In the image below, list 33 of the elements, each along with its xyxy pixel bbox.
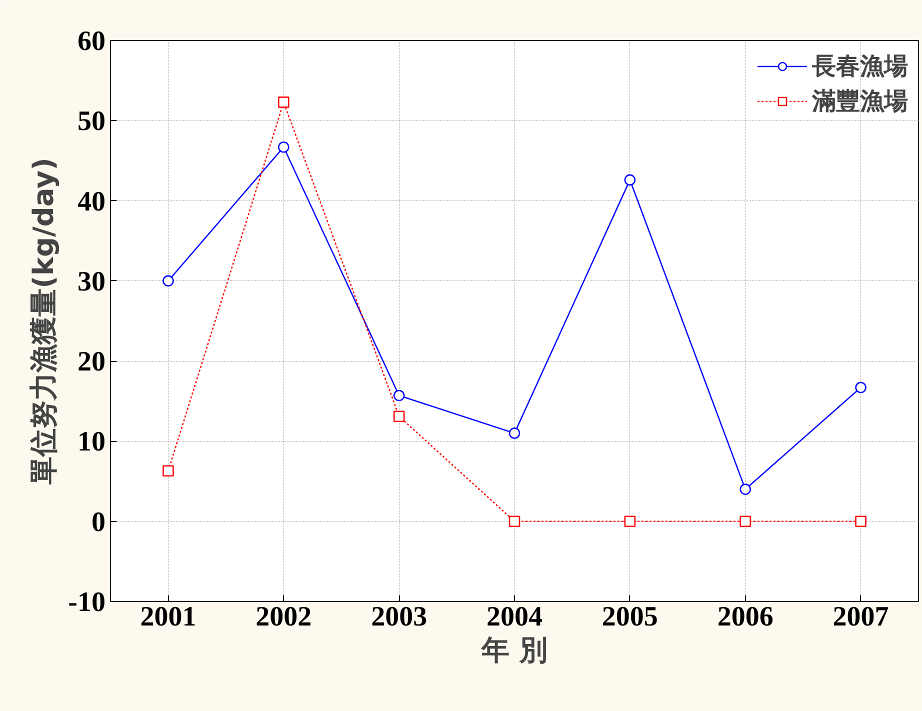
x-tick-label: 2006 [717, 602, 774, 632]
x-tick-label: 2003 [371, 602, 428, 632]
point [278, 141, 290, 153]
y-axis-title: 單位努力漁獲量(kg/day) [27, 158, 60, 486]
x-tick-label: 2005 [602, 602, 658, 632]
y-tick-label: 30 [78, 266, 106, 298]
y-tick-label: 40 [78, 186, 106, 218]
x-tick-label: 2004 [486, 602, 542, 632]
point [508, 428, 520, 439]
y-tick-label: 0 [92, 506, 106, 538]
y-tick-label: 20 [78, 346, 106, 378]
legend-label: 滿豐漁場 [812, 87, 908, 117]
point [393, 410, 405, 422]
x-tick-label: 2002 [256, 602, 312, 632]
point [508, 516, 520, 528]
y-tick-label: 50 [78, 106, 106, 138]
point [278, 96, 290, 108]
point [855, 382, 866, 394]
point [740, 484, 752, 495]
y-tick-label: 60 [78, 26, 106, 57]
point [393, 390, 405, 402]
y-tick-label: -10 [68, 587, 106, 618]
point [162, 465, 174, 477]
point [624, 516, 636, 528]
legend-label: 長春漁場 [812, 52, 908, 82]
point [740, 516, 752, 528]
point [624, 174, 636, 186]
point [855, 516, 866, 528]
point [162, 275, 174, 287]
x-axis-title: 年 別 [480, 634, 548, 666]
y-tick-label: 10 [78, 426, 106, 458]
x-tick-label: 2007 [832, 602, 889, 632]
x-tick-label: 2001 [140, 602, 196, 632]
